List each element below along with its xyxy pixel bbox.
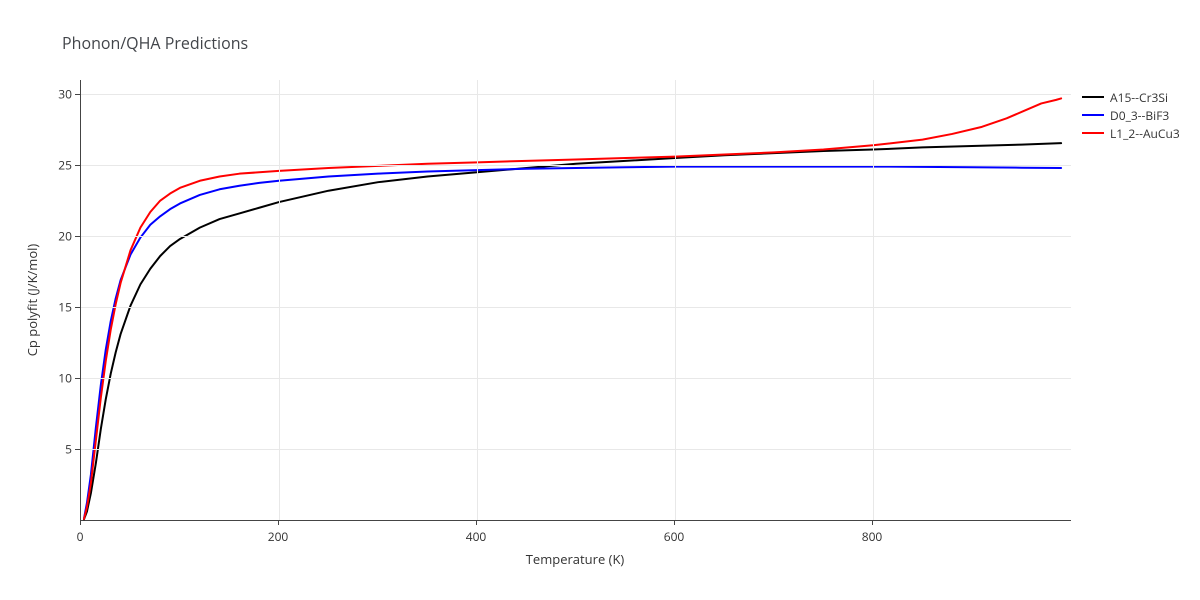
gridline-h xyxy=(81,378,1071,379)
y-tick-label: 20 xyxy=(52,228,72,245)
y-tick-label: 30 xyxy=(52,86,72,103)
y-axis-label: Cp polyfit (J/K/mol) xyxy=(23,244,41,357)
chart-title: Phonon/QHA Predictions xyxy=(62,32,248,54)
y-tick-label: 5 xyxy=(52,441,72,458)
y-tick xyxy=(75,449,80,450)
gridline-v xyxy=(873,80,874,520)
gridline-v xyxy=(477,80,478,520)
x-tick xyxy=(674,520,675,525)
y-tick xyxy=(75,165,80,166)
y-tick xyxy=(75,378,80,379)
x-tick xyxy=(476,520,477,525)
series-line xyxy=(84,167,1061,519)
x-tick-label: 400 xyxy=(466,528,487,545)
gridline-h xyxy=(81,94,1071,95)
y-tick-label: 10 xyxy=(52,370,72,387)
x-axis-label: Temperature (K) xyxy=(526,550,625,568)
series-line xyxy=(84,143,1061,519)
series-lines xyxy=(81,80,1071,520)
plot-area xyxy=(80,80,1071,521)
x-tick-label: 200 xyxy=(268,528,289,545)
legend-label: D0_3--BiF3 xyxy=(1110,107,1169,124)
gridline-h xyxy=(81,236,1071,237)
series-line xyxy=(84,98,1061,518)
gridline-h xyxy=(81,307,1071,308)
y-tick xyxy=(75,307,80,308)
y-tick xyxy=(75,236,80,237)
x-tick xyxy=(80,520,81,525)
legend: A15--Cr3SiD0_3--BiF3L1_2--AuCu3 xyxy=(1082,88,1180,142)
legend-item[interactable]: L1_2--AuCu3 xyxy=(1082,124,1180,142)
legend-label: A15--Cr3Si xyxy=(1110,89,1168,106)
x-tick-label: 600 xyxy=(664,528,685,545)
gridline-v xyxy=(675,80,676,520)
x-tick xyxy=(278,520,279,525)
legend-label: L1_2--AuCu3 xyxy=(1110,125,1180,142)
y-tick xyxy=(75,94,80,95)
gridline-h xyxy=(81,449,1071,450)
x-tick xyxy=(872,520,873,525)
gridline-v xyxy=(279,80,280,520)
legend-swatch xyxy=(1082,132,1104,134)
legend-swatch xyxy=(1082,96,1104,98)
legend-item[interactable]: A15--Cr3Si xyxy=(1082,88,1180,106)
legend-swatch xyxy=(1082,114,1104,116)
legend-item[interactable]: D0_3--BiF3 xyxy=(1082,106,1180,124)
y-tick-label: 25 xyxy=(52,157,72,174)
x-tick-label: 800 xyxy=(862,528,883,545)
x-tick-label: 0 xyxy=(77,528,84,545)
y-tick-label: 15 xyxy=(52,299,72,316)
gridline-h xyxy=(81,165,1071,166)
chart-container: Phonon/QHA Predictions Temperature (K) C… xyxy=(0,0,1200,600)
